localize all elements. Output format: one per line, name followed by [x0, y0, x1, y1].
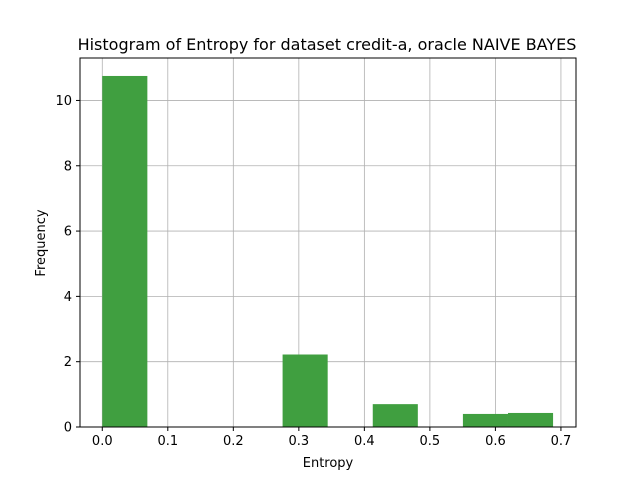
y-axis-label: Frequency: [34, 209, 49, 276]
histogram-bar: [372, 404, 418, 427]
x-tick-label: 0.4: [354, 434, 375, 449]
x-tick-label: 0.1: [157, 434, 178, 449]
histogram-bar: [507, 412, 554, 427]
x-tick-label: 0.0: [92, 434, 113, 449]
y-tick-label: 6: [64, 225, 72, 240]
grid-lines: [80, 58, 576, 428]
x-tick-label: 0.3: [288, 434, 309, 449]
y-axis-ticks: 0 2 4 6 8 10: [55, 94, 80, 436]
x-axis-label: Entropy: [303, 456, 354, 471]
y-tick-label: 0: [64, 421, 72, 436]
x-axis-ticks: 0.0 0.1 0.2 0.3 0.4 0.5 0.6 0.7: [92, 427, 571, 449]
plot-frame: [79, 57, 577, 428]
x-tick-label: 0.2: [223, 434, 244, 449]
histogram-bar: [282, 354, 328, 427]
bar-series: [102, 75, 554, 427]
y-tick-label: 10: [55, 94, 72, 109]
x-tick-label: 0.5: [420, 434, 441, 449]
x-tick-label: 0.6: [485, 434, 506, 449]
y-tick-label: 4: [64, 290, 72, 305]
x-tick-label: 0.7: [551, 434, 572, 449]
y-tick-label: 2: [64, 355, 72, 370]
y-tick-label: 8: [64, 159, 72, 174]
histogram-bar: [102, 75, 148, 427]
histogram-bar: [462, 413, 508, 427]
chart-title: Histogram of Entropy for dataset credit-…: [78, 35, 577, 54]
